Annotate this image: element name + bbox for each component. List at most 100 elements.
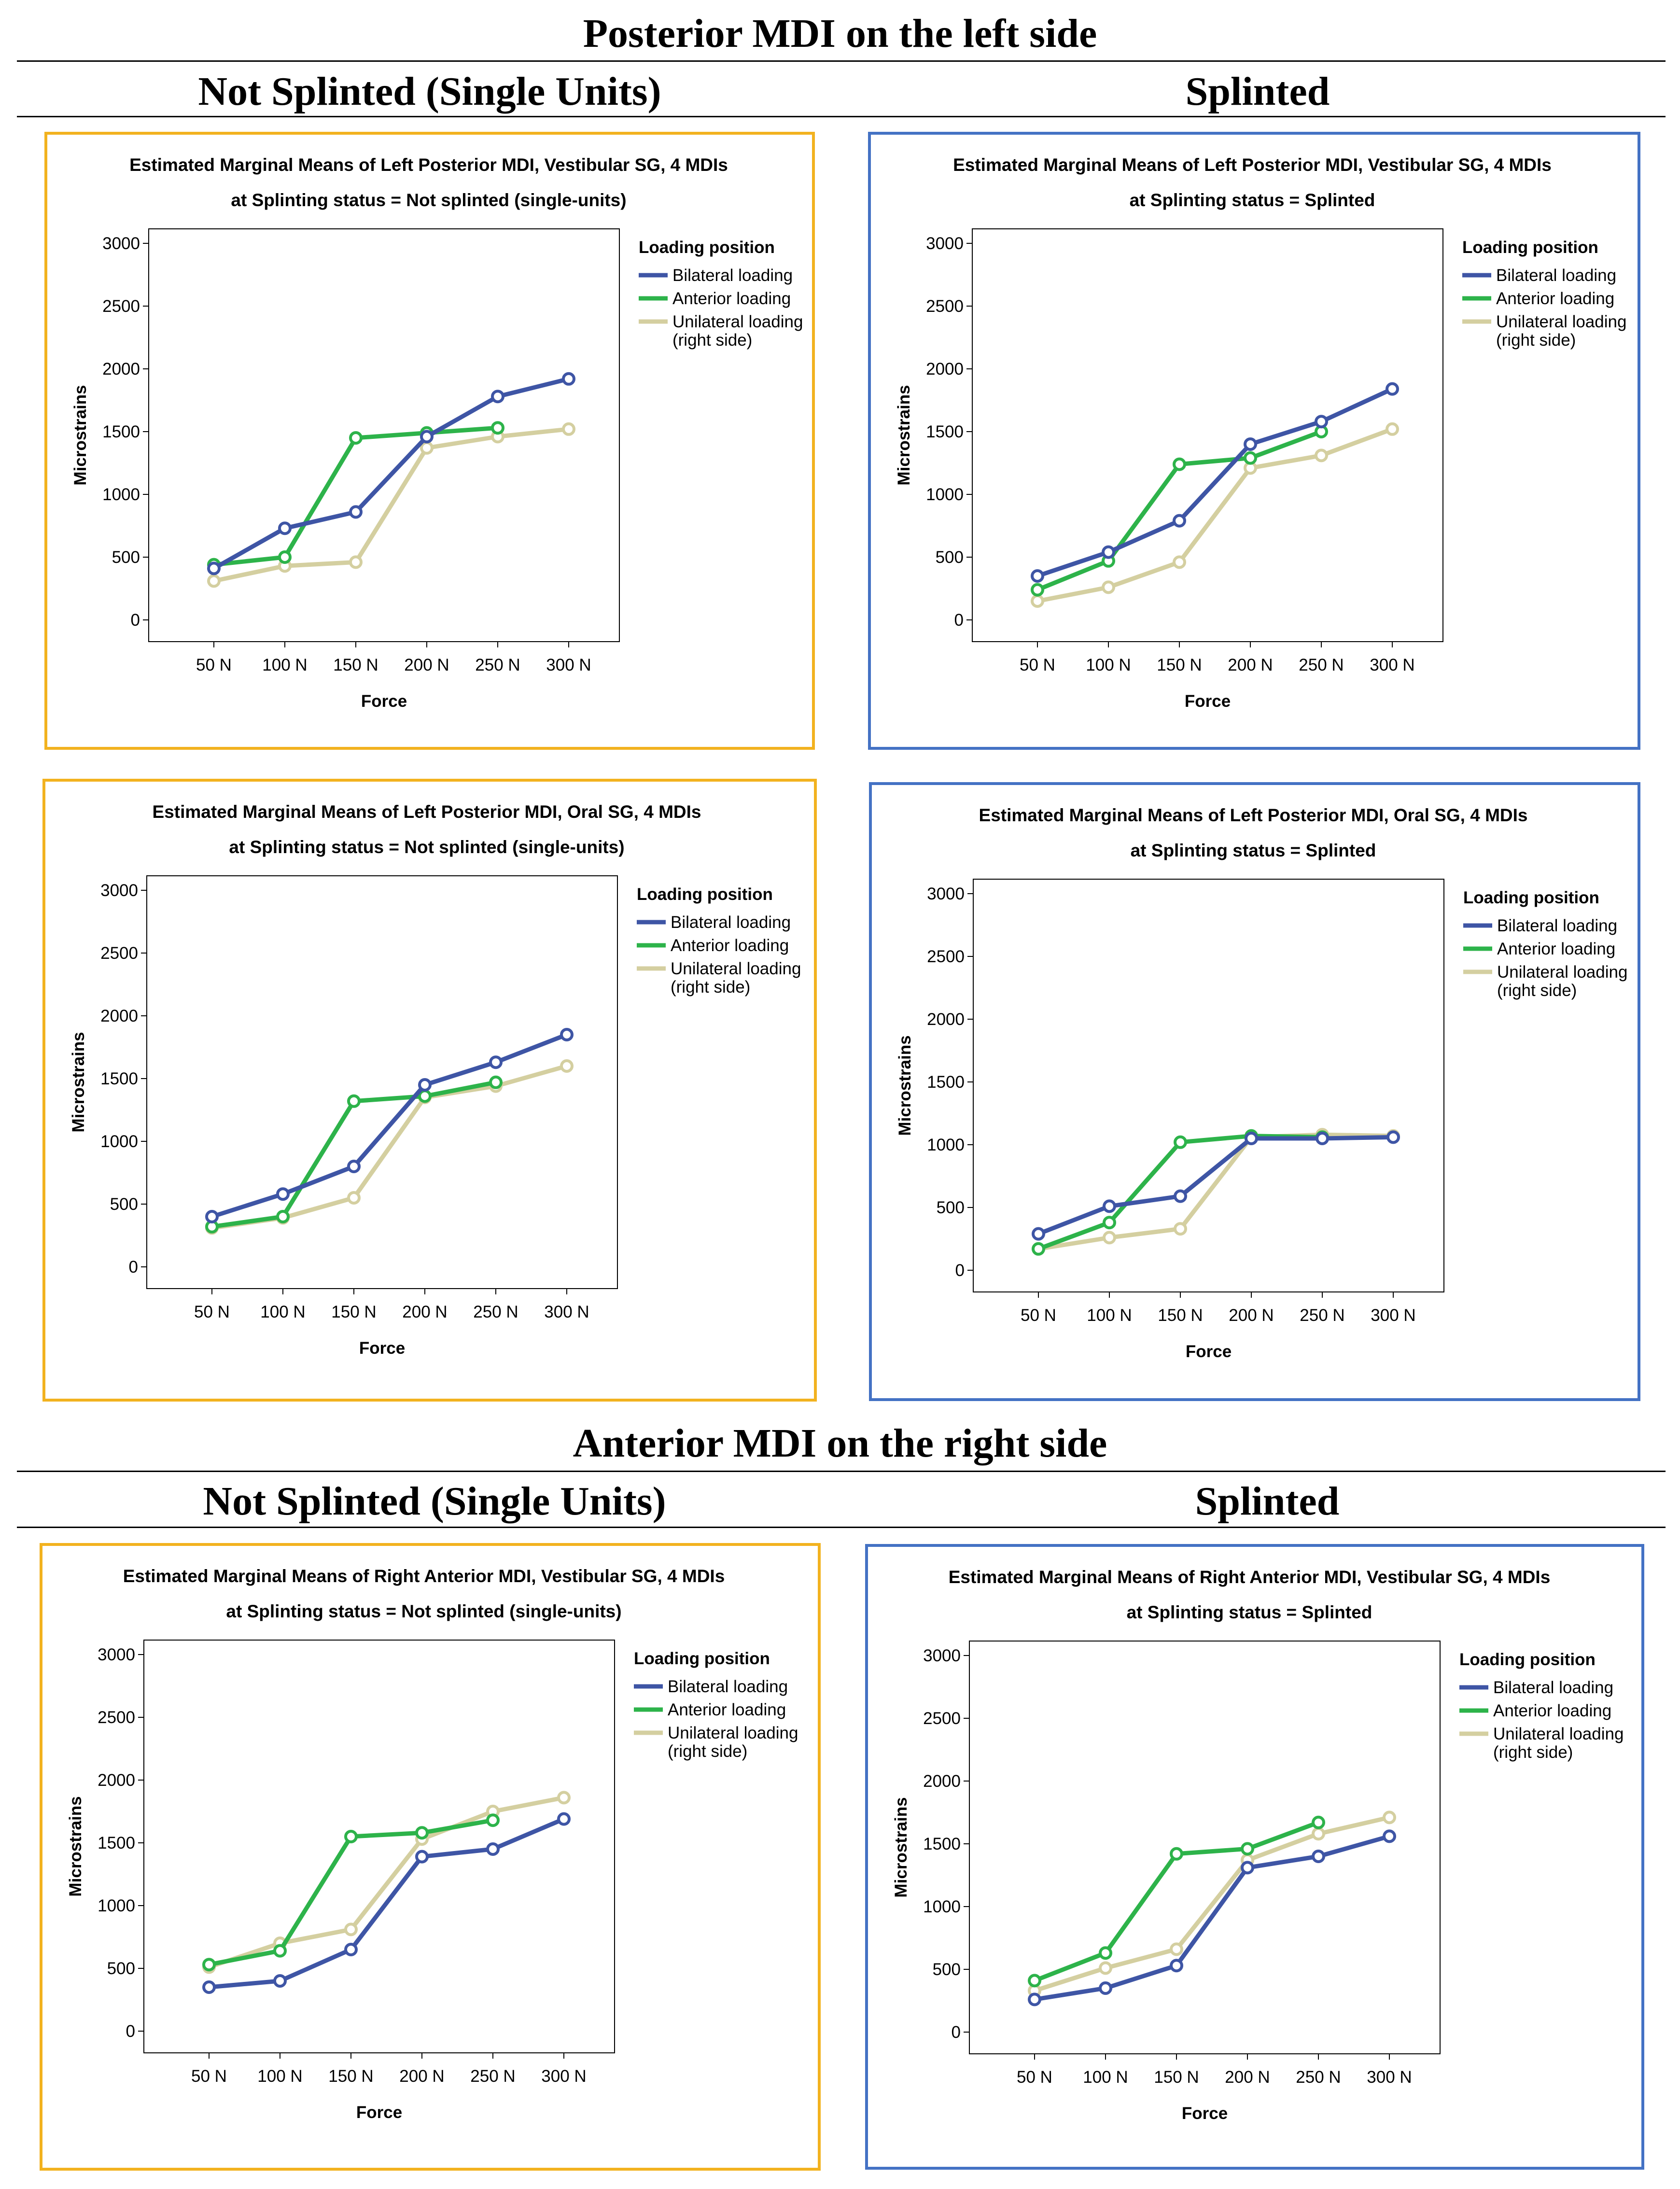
x-axis-label: Force bbox=[1182, 2104, 1228, 2123]
data-point-unilateral bbox=[207, 574, 221, 588]
data-point-bilateral bbox=[207, 561, 221, 575]
series-line-anterior bbox=[1034, 1820, 1319, 1983]
x-tick-label: 300 N bbox=[541, 2067, 586, 2086]
legend-label-unilateral: Unilateral loading bbox=[672, 312, 803, 331]
data-point-bilateral bbox=[1316, 1132, 1329, 1145]
column-title-not-splinted: Not Splinted (Single Units) bbox=[203, 1479, 666, 1524]
data-point-bilateral bbox=[1103, 1199, 1116, 1213]
y-axis-label: Microstrains bbox=[69, 1032, 88, 1132]
data-point-anterior bbox=[1173, 457, 1186, 471]
column-rule bbox=[17, 116, 1666, 117]
x-tick-label: 250 N bbox=[475, 656, 520, 674]
data-point-unilateral bbox=[1173, 555, 1186, 569]
y-tick-label: 500 bbox=[110, 1195, 138, 1214]
y-tick-label: 2000 bbox=[923, 1772, 961, 1791]
x-tick-label: 300 N bbox=[544, 1303, 589, 1321]
y-tick-label: 500 bbox=[112, 548, 140, 567]
x-axis-label: Force bbox=[1185, 692, 1231, 711]
chart-subtitle: at Splinting status = Not splinted (sing… bbox=[231, 190, 626, 210]
data-point-bilateral bbox=[1312, 1850, 1325, 1863]
y-tick-label: 2500 bbox=[98, 1708, 135, 1727]
plot-frame bbox=[969, 1641, 1441, 2054]
legend-label-unilateral: (right side) bbox=[1497, 981, 1577, 1000]
x-axis-label: Force bbox=[1186, 1342, 1232, 1361]
x-tick-label: 300 N bbox=[1370, 656, 1414, 674]
data-point-bilateral bbox=[420, 430, 434, 444]
data-point-anterior bbox=[202, 1958, 216, 1972]
data-point-anterior bbox=[1244, 451, 1257, 465]
series-line-bilateral bbox=[1037, 1135, 1394, 1236]
chart-subtitle: at Splinting status = Splinted bbox=[1130, 190, 1375, 210]
data-point-unilateral bbox=[1174, 1222, 1187, 1236]
y-tick-label: 1000 bbox=[102, 485, 140, 504]
data-point-unilateral bbox=[560, 1059, 574, 1073]
data-point-bilateral bbox=[489, 1055, 503, 1069]
y-tick-label: 2000 bbox=[926, 360, 964, 379]
chart-subtitle: at Splinting status = Splinted bbox=[1131, 841, 1376, 860]
chart-panel-posterior-oral-splinted: Estimated Marginal Means of Left Posteri… bbox=[869, 782, 1640, 1401]
legend-label-anterior: Anterior loading bbox=[1493, 1701, 1611, 1720]
data-point-bilateral bbox=[1173, 514, 1186, 528]
data-point-bilateral bbox=[491, 390, 504, 404]
data-point-anterior bbox=[491, 421, 504, 435]
plot-frame bbox=[973, 879, 1444, 1292]
y-tick-label: 500 bbox=[933, 1960, 961, 1979]
data-point-anterior bbox=[273, 1944, 287, 1958]
data-point-anterior bbox=[349, 431, 363, 445]
legend-label-anterior: Anterior loading bbox=[1497, 940, 1615, 958]
data-point-unilateral bbox=[1031, 594, 1044, 608]
data-point-bilateral bbox=[486, 1842, 500, 1856]
x-tick-label: 150 N bbox=[1158, 1306, 1203, 1325]
plot-frame bbox=[148, 228, 620, 642]
chart-title: Estimated Marginal Means of Left Posteri… bbox=[979, 805, 1528, 825]
legend-label-bilateral: Bilateral loading bbox=[1496, 266, 1616, 285]
x-tick-label: 50 N bbox=[194, 1303, 230, 1321]
y-tick-label: 3000 bbox=[923, 1646, 961, 1665]
x-tick-label: 100 N bbox=[260, 1303, 305, 1321]
x-axis-label: Force bbox=[356, 2103, 402, 2122]
y-tick-label: 3000 bbox=[100, 881, 138, 900]
data-point-anterior bbox=[344, 1830, 358, 1843]
data-point-bilateral bbox=[1102, 545, 1115, 559]
data-point-bilateral bbox=[349, 505, 363, 519]
y-tick-label: 1500 bbox=[926, 422, 964, 441]
data-point-anterior bbox=[1241, 1842, 1254, 1856]
data-point-unilateral bbox=[1102, 580, 1115, 594]
legend-label-bilateral: Bilateral loading bbox=[672, 266, 793, 285]
legend-label-bilateral: Bilateral loading bbox=[671, 913, 791, 932]
legend-label-bilateral: Bilateral loading bbox=[668, 1677, 788, 1696]
y-tick-label: 0 bbox=[131, 611, 140, 630]
legend-label-unilateral: (right side) bbox=[1496, 331, 1576, 350]
legend-label-unilateral: (right side) bbox=[671, 978, 750, 996]
chart-title: Estimated Marginal Means of Left Posteri… bbox=[153, 802, 701, 822]
column-title-splinted: Splinted bbox=[1195, 1479, 1340, 1524]
x-tick-label: 200 N bbox=[404, 656, 449, 674]
series-line-unilateral bbox=[208, 1795, 564, 1969]
y-tick-label: 3000 bbox=[926, 234, 964, 253]
chart-title: Estimated Marginal Means of Right Anteri… bbox=[123, 1566, 725, 1586]
y-tick-label: 1500 bbox=[102, 422, 140, 441]
x-tick-label: 50 N bbox=[1021, 1306, 1056, 1325]
x-axis-label: Force bbox=[361, 692, 407, 711]
chart-svg: Estimated Marginal Means of Right Anteri… bbox=[892, 1567, 1624, 2123]
y-tick-label: 1000 bbox=[98, 1896, 135, 1915]
y-tick-label: 0 bbox=[954, 611, 964, 630]
section-title-posterior: Posterior MDI on the left side bbox=[583, 11, 1097, 56]
y-tick-label: 3000 bbox=[927, 884, 965, 903]
chart-svg: Estimated Marginal Means of Left Posteri… bbox=[71, 155, 803, 711]
data-point-bilateral bbox=[278, 521, 292, 535]
data-point-anterior bbox=[1174, 1135, 1187, 1149]
data-point-bilateral bbox=[344, 1943, 358, 1956]
data-point-bilateral bbox=[1170, 1959, 1183, 1973]
data-point-bilateral bbox=[1244, 437, 1257, 451]
x-tick-label: 300 N bbox=[1367, 2068, 1412, 2087]
x-tick-label: 50 N bbox=[1020, 656, 1055, 674]
x-tick-label: 150 N bbox=[1157, 656, 1202, 674]
data-point-bilateral bbox=[415, 1850, 429, 1864]
section-title-anterior: Anterior MDI on the right side bbox=[573, 1421, 1107, 1466]
legend-label-anterior: Anterior loading bbox=[668, 1700, 786, 1719]
y-tick-label: 2500 bbox=[102, 297, 140, 316]
data-point-bilateral bbox=[418, 1078, 432, 1092]
y-tick-label: 2000 bbox=[98, 1771, 135, 1790]
data-point-unilateral bbox=[347, 1191, 361, 1205]
